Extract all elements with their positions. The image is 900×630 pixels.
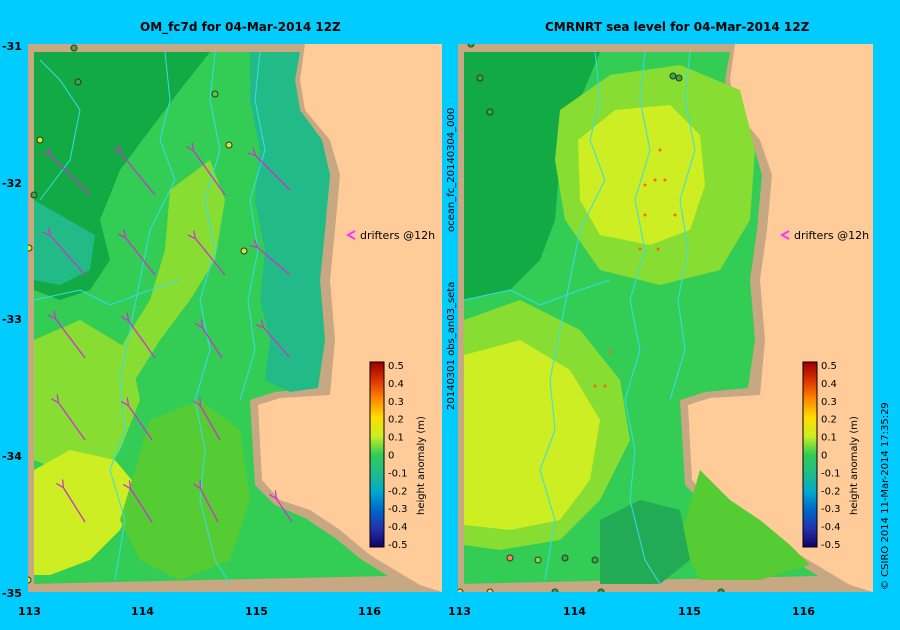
colorbar-label: height anomaly (m) xyxy=(849,416,860,515)
left-drifters-legend: drifters @12h xyxy=(345,229,435,242)
right-map-title: CMRNRT sea level for 04-Mar-2014 12Z xyxy=(545,20,810,34)
right-colorbar: 0.5 0.4 0.3 0.2 0.1 0 -0.1 -0.2 -0.3 -0.4 -0.5 hei… xyxy=(802,361,860,551)
colorbar-tick: -0.5 xyxy=(821,540,841,551)
colorbar-tick: -0.1 xyxy=(388,468,408,479)
lat-tick: -34 xyxy=(2,450,22,463)
colorbar-tick: 0 xyxy=(388,451,394,462)
contour-light-sw xyxy=(34,320,140,480)
current-arrows xyxy=(50,150,293,523)
lon-tick: 116 xyxy=(358,605,381,618)
colorbar-tick: 0.1 xyxy=(388,433,404,444)
bathy-line xyxy=(463,279,611,306)
colorbar-tick: -0.4 xyxy=(388,522,408,533)
colorbar-tick: 0.1 xyxy=(821,433,837,444)
bathy-line xyxy=(539,51,606,581)
colorbar-tick: -0.2 xyxy=(388,486,408,497)
bathy-line xyxy=(669,51,696,401)
lat-tick: -32 xyxy=(2,177,22,190)
lon-tick: 114 xyxy=(563,605,586,618)
drifter-markers xyxy=(28,44,248,584)
drifter-markers xyxy=(458,44,725,592)
contour-teal-coast xyxy=(250,52,330,392)
lon-tick: 114 xyxy=(131,605,154,618)
colorbar-tick: -0.2 xyxy=(821,486,841,497)
lon-tick: 115 xyxy=(245,605,268,618)
lat-tick: -31 xyxy=(2,40,22,53)
colorbar-tick: -0.1 xyxy=(821,468,841,479)
colorbar-label: height anomaly (m) xyxy=(416,416,427,515)
contour-mid-s xyxy=(120,400,250,580)
colorbar-tick: 0.3 xyxy=(388,397,404,408)
drifters-label: drifters @12h xyxy=(794,229,869,242)
left-colorbar: 0.5 0.4 0.3 0.2 0.1 0 -0.1 -0.2 -0.3 -0.4 -0.5 hei… xyxy=(369,361,427,551)
lon-tick: 113 xyxy=(18,605,41,618)
drifters-label: drifters @12h xyxy=(360,229,435,242)
contour-yellow-eddy xyxy=(578,105,705,245)
bathy-line xyxy=(109,51,176,581)
right-map xyxy=(458,44,873,592)
colorbar-tick: 0.3 xyxy=(821,397,837,408)
colorbar-tick: 0.4 xyxy=(821,379,837,390)
lon-tick: 115 xyxy=(678,605,701,618)
colorbar-tick: 0.4 xyxy=(388,379,404,390)
contour-teal-nw xyxy=(34,200,95,285)
colorbar-tick: -0.5 xyxy=(388,540,408,551)
obs-dots xyxy=(593,148,677,388)
colorbar-tick: -0.3 xyxy=(388,504,408,515)
contour-light-se xyxy=(680,470,810,580)
left-lon-ticks: 113 114 115 116 xyxy=(18,605,381,618)
right-lon-ticks: 113 114 115 116 xyxy=(448,605,815,618)
contour-dark-s xyxy=(600,500,690,584)
left-map-title: OM_fc7d for 04-Mar-2014 12Z xyxy=(140,20,341,34)
bathy-line xyxy=(194,51,231,585)
colorbar-tick: 0.2 xyxy=(821,415,837,426)
colorbar-tick: 0.5 xyxy=(388,361,404,372)
colorbar-tick: -0.4 xyxy=(821,522,841,533)
contour-yellow-sw xyxy=(464,340,600,530)
lat-tick: -33 xyxy=(2,313,22,326)
contour-light-center xyxy=(110,160,225,380)
lat-tick: -35 xyxy=(2,587,22,600)
lon-tick: 116 xyxy=(792,605,815,618)
right-drifters-legend: drifters @12h xyxy=(779,229,869,242)
colorbar-tick: 0.5 xyxy=(821,361,837,372)
bathy-line xyxy=(33,279,181,306)
lon-tick: 113 xyxy=(448,605,471,618)
left-map xyxy=(28,44,442,592)
colorbar-tick: 0 xyxy=(821,451,827,462)
bathy-line xyxy=(39,59,81,201)
bathy-line xyxy=(624,51,661,585)
colorbar-tick: 0.2 xyxy=(388,415,404,426)
bathy-line xyxy=(239,51,266,401)
colorbar-tick: -0.3 xyxy=(821,504,841,515)
left-lat-ticks: -31 -32 -33 -34 -35 xyxy=(2,40,22,600)
